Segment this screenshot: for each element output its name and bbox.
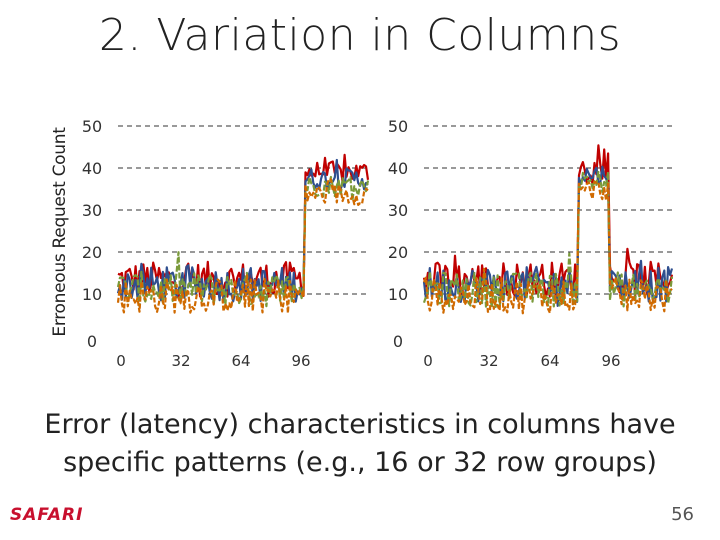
- y-tick-label: 0: [393, 332, 403, 351]
- x-tick-label: 64: [231, 352, 250, 370]
- x-tick-label: 64: [540, 352, 559, 370]
- slide-caption: Error (latency) characteristics in colum…: [0, 406, 720, 482]
- y-tick-label: 50: [82, 117, 102, 136]
- caption-line-1: Error (latency) characteristics in colum…: [44, 409, 676, 440]
- x-tick-label: 0: [116, 352, 126, 370]
- series-line-1: [117, 153, 370, 298]
- series-line-3: [116, 175, 370, 308]
- chart-right: 0 10 20 30 40 50 0 32 64 96: [388, 117, 674, 370]
- page-number: 56: [671, 504, 694, 525]
- y-tick-label: 10: [388, 285, 408, 304]
- y-tick-label: 30: [82, 201, 102, 220]
- x-tick-label: 32: [479, 352, 498, 370]
- y-tick-label: 40: [388, 159, 408, 178]
- y-tick-label: 10: [82, 285, 102, 304]
- x-tick-label: 0: [423, 352, 433, 370]
- x-tick-label: 96: [601, 352, 620, 370]
- safari-logo: SAFARI: [10, 505, 84, 525]
- y-tick-label: 0: [87, 332, 97, 351]
- y-tick-label: 40: [82, 159, 102, 178]
- chart-left: 0 10 20 30 40 50 0 32 64 96: [82, 117, 370, 370]
- caption-line-2: specific patterns (e.g., 16 or 32 row gr…: [63, 447, 657, 478]
- series-line-4: [422, 180, 673, 315]
- y-tick-label: 20: [388, 243, 408, 262]
- series-line-1: [422, 144, 674, 298]
- x-tick-label: 96: [291, 352, 310, 370]
- charts-canvas: 0 10 20 30 40 50 0 32 64 96 0 10 20 30 40 50 0 32 64 96: [82, 117, 674, 370]
- y-tick-label: 50: [388, 117, 408, 136]
- slide-title: 2. Variation in Columns: [98, 10, 622, 61]
- series-line-4: [116, 177, 369, 315]
- y-tick-label: 30: [388, 201, 408, 220]
- y-tick-label: 20: [82, 243, 102, 262]
- x-tick-label: 32: [171, 352, 190, 370]
